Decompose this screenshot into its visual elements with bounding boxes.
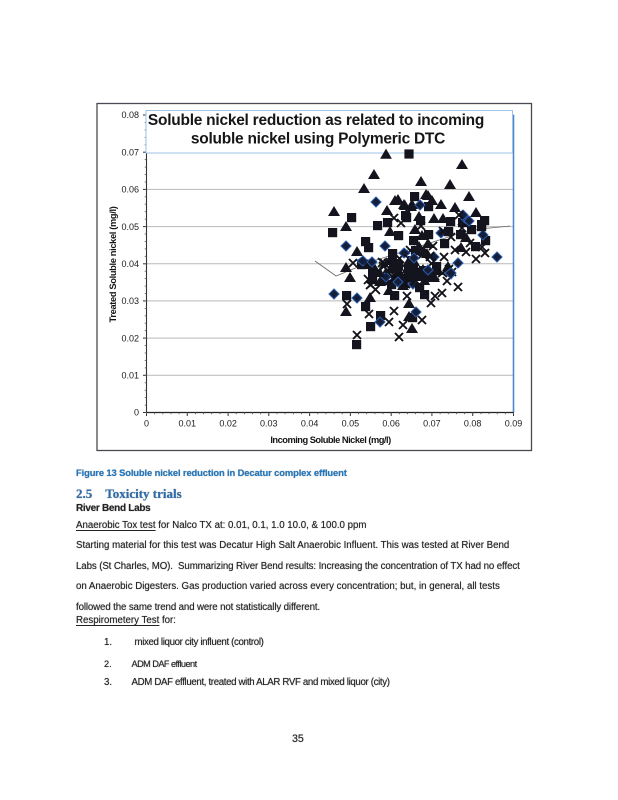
svg-text:0.05: 0.05 xyxy=(121,222,139,232)
svg-text:0.07: 0.07 xyxy=(423,419,441,429)
svg-text:0.07: 0.07 xyxy=(121,147,139,157)
svg-text:Incoming Soluble Nickel (mg/l): Incoming Soluble Nickel (mg/l) xyxy=(270,435,391,445)
svg-text:0.02: 0.02 xyxy=(219,419,237,429)
svg-text:soluble nickel using Polymeric: soluble nickel using Polymeric DTC xyxy=(191,131,445,148)
svg-text:0.01: 0.01 xyxy=(121,371,139,381)
svg-text:0.05: 0.05 xyxy=(342,419,360,429)
svg-text:0.06: 0.06 xyxy=(382,419,400,429)
svg-text:Treated Soluble nickel (mg/l): Treated Soluble nickel (mg/l) xyxy=(108,206,118,322)
svg-text:0.03: 0.03 xyxy=(121,296,139,306)
svg-text:0.01: 0.01 xyxy=(179,419,197,429)
svg-text:0.03: 0.03 xyxy=(260,419,278,429)
svg-text:0.02: 0.02 xyxy=(121,333,139,343)
svg-text:0.08: 0.08 xyxy=(464,419,482,429)
svg-text:0: 0 xyxy=(144,419,149,429)
svg-text:0.04: 0.04 xyxy=(121,259,139,269)
svg-text:0: 0 xyxy=(134,408,139,418)
svg-text:0.04: 0.04 xyxy=(301,419,319,429)
svg-text:0.08: 0.08 xyxy=(121,110,139,120)
svg-text:0.06: 0.06 xyxy=(121,185,139,195)
svg-text:0.09: 0.09 xyxy=(505,419,523,429)
svg-text:Soluble nickel reduction as re: Soluble nickel reduction as related to i… xyxy=(148,112,484,129)
